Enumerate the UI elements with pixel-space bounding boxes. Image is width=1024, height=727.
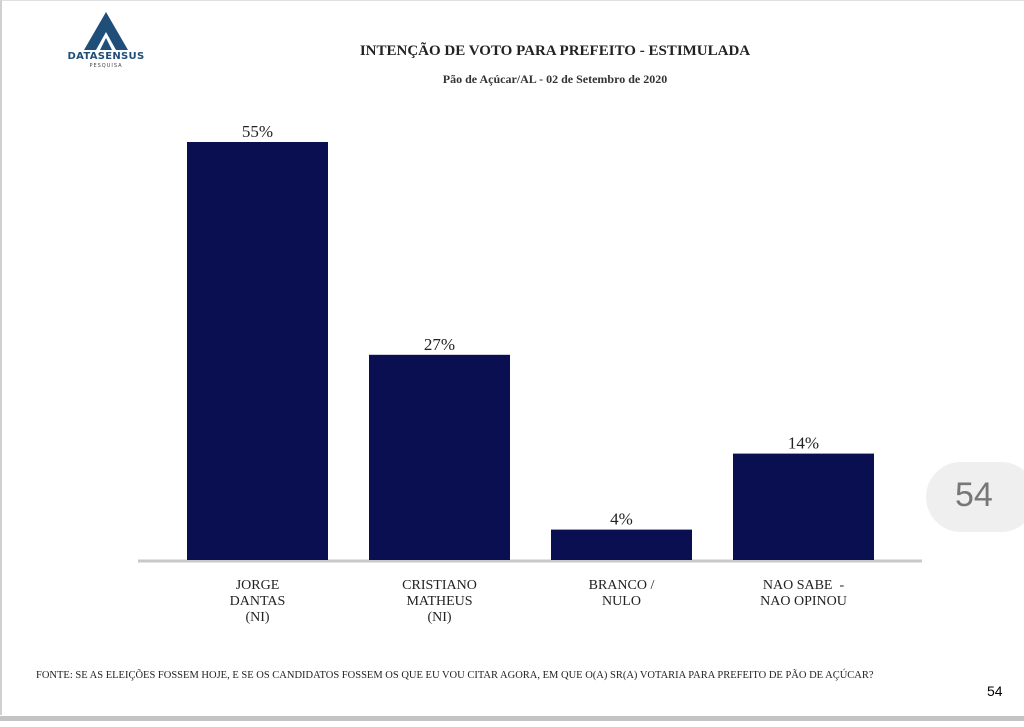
x-tick-label-line: CRISTIANO <box>402 578 477 593</box>
data-label: 14% <box>788 434 819 453</box>
x-tick-label-line: NULO <box>602 594 641 609</box>
bar <box>369 354 510 560</box>
x-tick-label-line: JORGE <box>235 578 280 593</box>
data-label: 55% <box>242 122 273 141</box>
x-tick-label-line: DANTAS <box>229 594 286 609</box>
x-tick-label: CRISTIANO MATHEUS (NI) <box>360 578 520 626</box>
bar <box>187 142 328 560</box>
page-tab-number: 54 <box>955 476 993 514</box>
x-tick-label: BRANCO / NULO <box>542 578 702 610</box>
x-tick-label-line: NAO OPINOU <box>760 594 847 609</box>
data-label: 4% <box>610 510 633 529</box>
data-label: 27% <box>424 335 455 354</box>
chart-subtitle: Pão de Açúcar/AL - 02 de Setembro de 202… <box>442 72 668 86</box>
logo-tagline: PESQUISA <box>89 63 123 69</box>
bottom-divider <box>0 716 1024 721</box>
x-tick-label-line: BRANCO / <box>588 578 655 593</box>
x-tick-label-line: (NI) <box>245 610 270 625</box>
page-tab[interactable]: 54 <box>926 462 1024 532</box>
x-tick-label: JORGE DANTAS (NI) <box>178 578 338 626</box>
bar <box>551 529 692 560</box>
bar <box>733 453 874 560</box>
source-note: FONTE: SE AS ELEIÇÕES FOSSEM HOJE, E SE … <box>36 670 874 681</box>
x-tick-label-line: MATHEUS <box>406 594 473 609</box>
x-tick-label: NAO SABE - NAO OPINOU <box>724 578 884 610</box>
page-number: 54 <box>987 683 1003 699</box>
x-tick-label-line: (NI) <box>427 610 452 625</box>
logo-name: DATASENSUS <box>67 51 145 62</box>
datasensus-logo-icon <box>84 12 128 50</box>
x-tick-label-line: NAO SABE - <box>762 578 845 593</box>
chart-title: INTENÇÃO DE VOTO PARA PREFEITO - ESTIMUL… <box>359 43 751 59</box>
